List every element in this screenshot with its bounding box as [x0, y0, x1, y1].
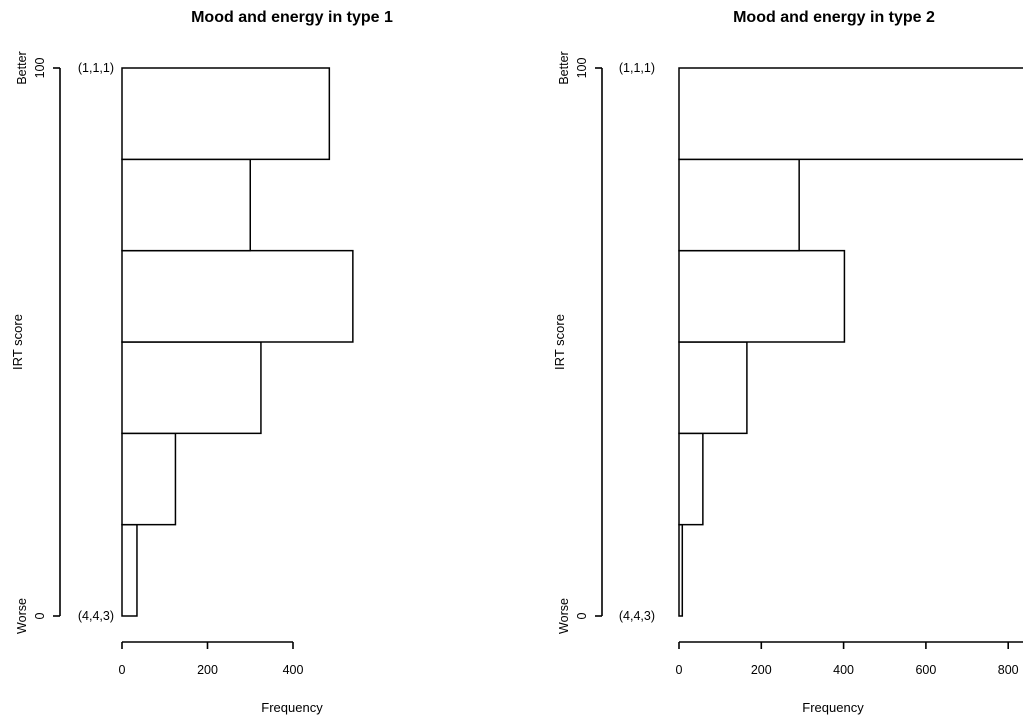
- x-axis: 0 200 400 600 800: [676, 641, 1023, 677]
- x-tick-label: 0: [676, 663, 683, 677]
- y-tick-label: 100: [575, 58, 589, 79]
- bar: [678, 432, 704, 526]
- x-axis-label: Frequency: [261, 700, 323, 715]
- bar: [678, 523, 684, 617]
- x-tick-label: 600: [915, 663, 936, 677]
- y-end-label-better: Better: [557, 51, 571, 84]
- x-axis-label: Frequency: [802, 700, 864, 715]
- y-tick-label: 0: [33, 612, 47, 619]
- category-label-top: (1,1,1): [78, 61, 114, 75]
- y-end-label-worse: Worse: [15, 598, 29, 634]
- category-label-bottom: (4,4,3): [619, 609, 655, 623]
- x-tick-label: 800: [998, 663, 1019, 677]
- y-tick-label: 0: [575, 612, 589, 619]
- bar: [121, 249, 354, 343]
- x-tick-label: 400: [833, 663, 854, 677]
- y-end-label-worse: Worse: [557, 598, 571, 634]
- bar: [121, 341, 262, 435]
- bar: [121, 158, 251, 252]
- x-tick-label: 0: [119, 663, 126, 677]
- bar: [678, 249, 846, 343]
- category-label-bottom: (4,4,3): [78, 609, 114, 623]
- bar: [121, 67, 331, 161]
- bar: [121, 432, 177, 526]
- y-end-label-better: Better: [15, 51, 29, 84]
- chart-panel-type-2: Mood and energy in type 2 100 0 Better W…: [552, 9, 1023, 715]
- x-tick-label: 200: [751, 663, 772, 677]
- bar: [678, 341, 748, 435]
- bars-group: [121, 67, 354, 617]
- x-tick-label: 200: [197, 663, 218, 677]
- x-axis: 0 200 400: [119, 641, 304, 677]
- bar: [678, 67, 1023, 161]
- chart-panel-type-1: Mood and energy in type 1 100 0 Better W…: [10, 9, 393, 715]
- y-tick-label: 100: [33, 58, 47, 79]
- y-axis-label: IRT score: [552, 314, 567, 370]
- y-axis-label: IRT score: [10, 314, 25, 370]
- bars-group: [678, 67, 1023, 617]
- x-tick-label: 400: [283, 663, 304, 677]
- category-label-top: (1,1,1): [619, 61, 655, 75]
- chart-title: Mood and energy in type 1: [191, 9, 393, 26]
- bar: [121, 523, 138, 617]
- chart-title: Mood and energy in type 2: [733, 9, 935, 26]
- bar: [678, 158, 800, 252]
